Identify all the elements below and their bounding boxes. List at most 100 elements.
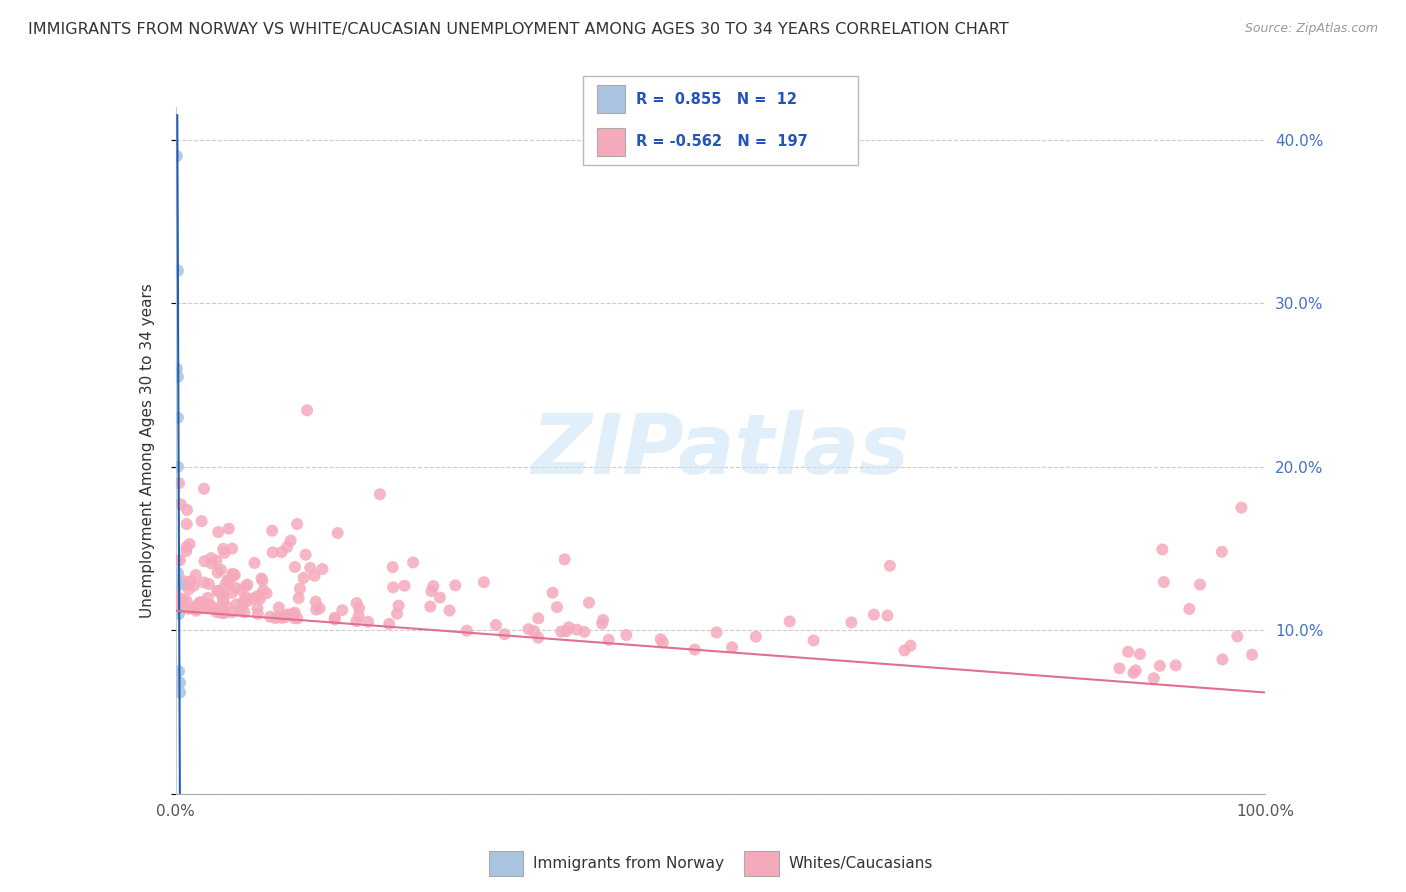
Point bbox=[721, 640, 744, 655]
Point bbox=[267, 609, 290, 624]
Point bbox=[264, 611, 287, 625]
Point bbox=[174, 544, 197, 558]
Point bbox=[246, 607, 269, 621]
Point bbox=[326, 526, 349, 541]
FancyBboxPatch shape bbox=[745, 851, 779, 876]
Point bbox=[200, 598, 222, 612]
Point bbox=[167, 600, 190, 615]
Point bbox=[183, 578, 205, 592]
Point bbox=[166, 149, 188, 163]
Point bbox=[1129, 647, 1152, 661]
Point bbox=[357, 615, 380, 629]
Point bbox=[292, 571, 315, 585]
Point bbox=[252, 574, 274, 588]
Point bbox=[541, 585, 564, 599]
Point bbox=[180, 574, 202, 589]
Point bbox=[252, 583, 274, 598]
Point bbox=[323, 611, 346, 625]
Point bbox=[205, 605, 228, 619]
Point bbox=[422, 579, 444, 593]
Point bbox=[236, 577, 259, 591]
Point bbox=[184, 599, 207, 613]
Point bbox=[311, 562, 333, 576]
Point bbox=[276, 607, 298, 622]
Point bbox=[221, 566, 243, 581]
Point bbox=[177, 582, 200, 597]
Point bbox=[285, 516, 308, 531]
Point bbox=[745, 630, 768, 644]
Point bbox=[217, 574, 239, 588]
Point bbox=[378, 616, 401, 631]
Point bbox=[259, 609, 281, 624]
Point bbox=[167, 410, 190, 425]
Point bbox=[270, 611, 292, 625]
Point bbox=[523, 624, 546, 639]
Point bbox=[598, 632, 620, 647]
Point bbox=[683, 642, 706, 657]
Point bbox=[368, 487, 391, 501]
Point bbox=[222, 568, 245, 582]
Point bbox=[170, 577, 193, 591]
Point bbox=[198, 599, 221, 614]
Point bbox=[243, 556, 266, 570]
Point bbox=[177, 602, 200, 616]
Point bbox=[233, 605, 256, 619]
Point bbox=[402, 556, 425, 570]
Point bbox=[347, 601, 370, 615]
Point bbox=[207, 583, 229, 598]
Point bbox=[246, 589, 269, 603]
Point bbox=[170, 600, 193, 615]
Point bbox=[1211, 545, 1233, 559]
Point bbox=[176, 516, 198, 531]
Point bbox=[186, 604, 208, 618]
Point bbox=[201, 601, 224, 615]
Point bbox=[166, 589, 188, 603]
Point bbox=[284, 606, 307, 620]
Point bbox=[1122, 665, 1144, 680]
Point bbox=[1189, 577, 1212, 591]
Point bbox=[305, 602, 328, 616]
Point bbox=[166, 361, 188, 376]
Point bbox=[651, 635, 673, 649]
Point bbox=[193, 554, 215, 568]
Point bbox=[274, 610, 297, 624]
Point bbox=[1226, 629, 1249, 643]
Point bbox=[527, 631, 550, 645]
Point bbox=[281, 607, 304, 622]
Point bbox=[550, 624, 572, 639]
Point bbox=[287, 591, 309, 606]
Point bbox=[574, 624, 596, 639]
Point bbox=[592, 613, 614, 627]
Point bbox=[232, 595, 254, 609]
Point bbox=[167, 664, 190, 679]
Point bbox=[193, 482, 215, 496]
Point bbox=[212, 590, 235, 604]
Point bbox=[176, 578, 198, 592]
Text: Whites/Caucasians: Whites/Caucasians bbox=[789, 856, 934, 871]
Point bbox=[276, 540, 298, 554]
Point bbox=[555, 624, 578, 639]
Y-axis label: Unemployment Among Ages 30 to 34 years: Unemployment Among Ages 30 to 34 years bbox=[141, 283, 155, 618]
Point bbox=[779, 615, 801, 629]
Point bbox=[167, 577, 190, 591]
Point bbox=[224, 581, 246, 595]
Point bbox=[169, 685, 191, 699]
Point bbox=[527, 611, 550, 625]
FancyBboxPatch shape bbox=[489, 851, 523, 876]
Point bbox=[218, 522, 240, 536]
Point bbox=[1211, 652, 1233, 666]
Point bbox=[194, 600, 217, 615]
Point bbox=[706, 625, 728, 640]
Point bbox=[381, 560, 404, 574]
Point bbox=[232, 597, 254, 611]
Point bbox=[167, 369, 190, 384]
Text: R = -0.562   N =  197: R = -0.562 N = 197 bbox=[636, 135, 807, 149]
Point bbox=[554, 552, 576, 566]
Point bbox=[166, 553, 188, 567]
Point bbox=[420, 584, 443, 599]
Point bbox=[863, 607, 886, 622]
Point bbox=[169, 675, 191, 690]
Point bbox=[191, 595, 214, 609]
Point bbox=[330, 603, 353, 617]
Point bbox=[283, 611, 305, 625]
